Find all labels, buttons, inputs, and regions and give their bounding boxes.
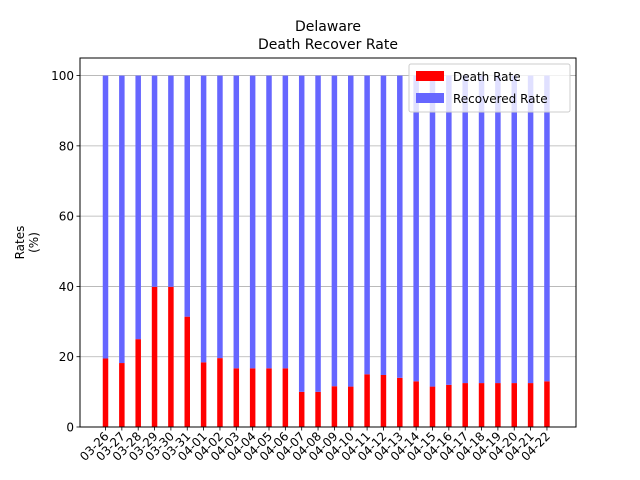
- legend-swatch-death: [416, 71, 444, 81]
- death-rate-bar: [233, 368, 240, 427]
- death-rate-bar: [266, 368, 272, 427]
- recovered-rate-bar: [413, 75, 419, 382]
- recovered-rate-bar: [364, 75, 370, 375]
- death-rate-bar: [364, 374, 370, 427]
- recovered-rate-bar: [397, 75, 403, 378]
- recovered-rate-bar: [429, 75, 436, 387]
- recovered-rate-bar: [135, 75, 141, 340]
- recovered-rate-bar: [478, 75, 485, 384]
- death-rate-bar: [527, 383, 534, 427]
- recovered-rate-bar: [200, 75, 207, 363]
- recovered-rate-bar: [233, 75, 240, 369]
- recovered-rate-bar: [119, 75, 125, 364]
- death-rate-bar: [495, 383, 501, 427]
- death-rate-bar: [282, 368, 289, 427]
- recovered-rate-bar: [511, 75, 517, 384]
- death-rate-bar: [184, 316, 190, 427]
- death-rate-bar: [429, 386, 436, 427]
- death-rate-bar: [380, 374, 387, 427]
- recovered-rate-bar: [380, 75, 387, 375]
- plot-frame: [79, 57, 577, 428]
- y-axis-label-line: (%): [27, 232, 41, 253]
- y-tick-label: 40: [59, 280, 74, 294]
- death-rate-bar: [298, 391, 305, 427]
- recovered-rate-bar: [282, 75, 289, 369]
- y-axis-label-line: Rates: [13, 226, 27, 260]
- recovered-rate-bar: [266, 75, 272, 369]
- legend-label-recovered: Recovered Rate: [453, 92, 548, 106]
- recovered-rate-bar: [544, 75, 550, 382]
- recovered-rate-bar: [151, 75, 158, 287]
- recovered-rate-bar: [249, 75, 256, 369]
- y-tick-label: 100: [51, 69, 74, 83]
- y-tick-label: 80: [59, 139, 74, 153]
- death-rate-bar: [315, 391, 321, 427]
- legend: Death Rate Recovered Rate: [408, 63, 571, 113]
- legend-label-death: Death Rate: [453, 70, 521, 84]
- death-rate-bar: [544, 381, 550, 427]
- recovered-rate-bar: [315, 75, 321, 392]
- y-tick-label: 60: [59, 210, 74, 224]
- recovered-rate-bar: [102, 75, 109, 359]
- chart-title: Delaware: [295, 19, 361, 35]
- y-axis-label: Rates(%): [13, 226, 41, 260]
- death-rate-bar: [511, 383, 517, 427]
- death-rate-bar: [478, 383, 485, 427]
- death-rate-bar: [413, 381, 419, 427]
- death-rate-bar: [151, 286, 158, 427]
- death-rate-bar: [135, 339, 141, 427]
- death-rate-bar: [200, 362, 207, 427]
- recovered-rate-bar: [217, 75, 223, 359]
- recovered-rate-bar: [462, 75, 468, 384]
- recovered-rate-bar: [527, 75, 534, 384]
- chart-subtitle: Death Recover Rate: [258, 37, 398, 53]
- death-rate-bar: [397, 377, 403, 427]
- death-rate-bar: [462, 383, 468, 427]
- death-rate-bar: [102, 358, 109, 427]
- recovered-rate-bar: [298, 75, 305, 392]
- recovered-rate-bar: [168, 75, 174, 287]
- death-rate-bar: [446, 384, 452, 427]
- recovered-rate-bar: [184, 75, 190, 317]
- death-rate-bar: [168, 286, 174, 427]
- recovered-rate-bar: [446, 75, 452, 385]
- death-rate-bar: [249, 368, 256, 427]
- recovered-rate-bar: [495, 75, 501, 384]
- death-rate-bar: [217, 358, 223, 427]
- death-rate-bar: [331, 386, 338, 427]
- y-tick-label: 20: [59, 350, 74, 364]
- bar-layer: [102, 75, 550, 427]
- legend-swatch-recovered: [416, 93, 444, 103]
- death-rate-bar: [119, 363, 125, 427]
- death-rate-bar: [348, 386, 354, 427]
- recovered-rate-bar: [331, 75, 338, 387]
- recovered-rate-bar: [348, 75, 354, 387]
- y-tick-label: 0: [66, 421, 74, 435]
- legend-frame: [408, 63, 571, 113]
